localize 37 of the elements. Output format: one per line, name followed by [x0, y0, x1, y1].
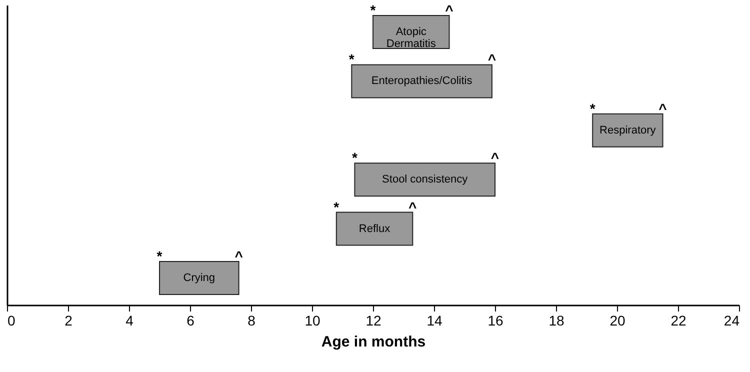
x-tick-label: 2 [64, 312, 73, 328]
x-tick-label: 0 [8, 312, 16, 328]
annotation: ^ [445, 2, 454, 18]
annotation: * [334, 198, 340, 215]
annotation: ^ [490, 150, 500, 166]
x-tick-label: 16 [488, 312, 504, 328]
annotation: * [156, 248, 163, 264]
x-axis-title: Age in months [321, 334, 426, 350]
annotation: ^ [658, 100, 667, 116]
y-tick-label: Enteropathies/Colitis [371, 75, 473, 88]
x-tick-label: 20 [610, 312, 626, 328]
bar [592, 113, 664, 148]
x-tick-label: 10 [304, 312, 320, 328]
annotation: ^ [488, 51, 496, 68]
x-tick-label: 4 [126, 312, 134, 328]
bar [351, 64, 492, 98]
x-tick-label: 12 [366, 312, 382, 328]
annotation: * [348, 51, 355, 68]
y-tick-label: Crying [183, 272, 216, 284]
annotation: ^ [408, 198, 417, 215]
y-tick-label: Respiratory [600, 124, 656, 136]
y-tick-label: Stool consistency [382, 174, 468, 186]
y-tick-label: Atopic Dermatitis [386, 26, 436, 50]
x-tick-label: 8 [248, 312, 256, 328]
y-tick-label: Reflux [358, 222, 391, 235]
x-tick-label: 18 [548, 312, 564, 328]
annotation: * [352, 150, 358, 166]
x-tick-label: 6 [186, 312, 195, 328]
annotation: ^ [234, 248, 243, 264]
x-tick-label: 22 [670, 312, 686, 328]
annotation: * [590, 100, 596, 116]
bar [354, 162, 496, 197]
bar [159, 260, 240, 295]
bar [336, 212, 414, 246]
x-tick-label: 14 [426, 312, 442, 328]
annotation: * [370, 2, 376, 18]
x-tick-label: 24 [724, 312, 740, 328]
